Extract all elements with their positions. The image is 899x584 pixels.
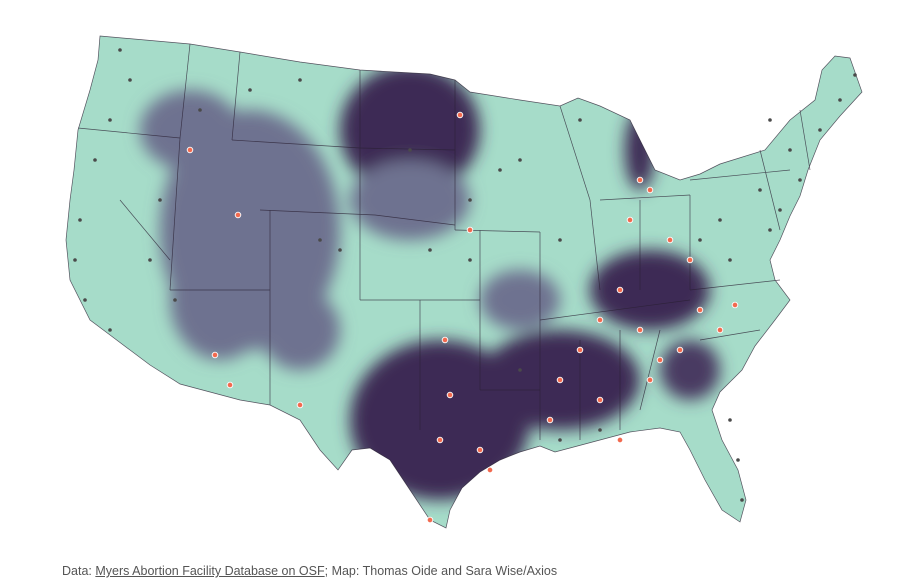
facility-dot xyxy=(408,148,412,152)
facility-dot xyxy=(728,418,732,422)
facility-dot xyxy=(728,258,732,262)
credit-line: Data: Myers Abortion Facility Database o… xyxy=(62,564,557,578)
facility-dot xyxy=(718,218,722,222)
facility-dot xyxy=(818,128,822,132)
data-source-link[interactable]: Myers Abortion Facility Database on OSF xyxy=(95,564,325,578)
choropleth-map xyxy=(65,35,863,529)
facility-dot xyxy=(768,228,772,232)
facility-dot xyxy=(338,248,342,252)
us-map xyxy=(65,35,863,529)
facility-dot-highlighted xyxy=(616,286,624,294)
facility-dot-highlighted xyxy=(696,306,704,314)
credit-prefix: Data: xyxy=(62,564,96,578)
facility-dot-highlighted xyxy=(466,226,474,234)
facility-dot xyxy=(298,78,302,82)
facility-dots-highlighted xyxy=(186,111,739,524)
facility-dot xyxy=(468,258,472,262)
facility-dot xyxy=(768,118,772,122)
facility-dot xyxy=(518,158,522,162)
facility-dot xyxy=(148,258,152,262)
facility-dot xyxy=(698,238,702,242)
facility-dot xyxy=(853,73,857,77)
facility-dot-highlighted xyxy=(636,176,644,184)
facility-dot-highlighted xyxy=(226,381,234,389)
facility-dot xyxy=(318,238,322,242)
facility-dot-highlighted xyxy=(731,301,739,309)
facility-dot-highlighted xyxy=(626,216,634,224)
facility-dot-highlighted xyxy=(476,446,484,454)
facility-dot xyxy=(558,438,562,442)
facility-dot-highlighted xyxy=(646,376,654,384)
facility-dot-highlighted xyxy=(576,346,584,354)
facility-dot-highlighted xyxy=(616,436,624,444)
facility-dot xyxy=(558,238,562,242)
facility-dot-highlighted xyxy=(636,326,644,334)
facility-dot-highlighted xyxy=(456,111,464,119)
facility-dot xyxy=(173,298,177,302)
facility-dot xyxy=(158,198,162,202)
facility-dot-highlighted xyxy=(686,256,694,264)
facility-dot-highlighted xyxy=(296,401,304,409)
facility-dot-highlighted xyxy=(436,436,444,444)
facility-dot xyxy=(108,328,112,332)
facility-dot-highlighted xyxy=(426,516,434,524)
facility-dot xyxy=(128,78,132,82)
facility-dot xyxy=(118,48,122,52)
facility-dot xyxy=(778,208,782,212)
facility-dot xyxy=(93,158,97,162)
facility-dot xyxy=(736,458,740,462)
facility-dot xyxy=(578,118,582,122)
facility-dots xyxy=(73,48,857,502)
facility-dot xyxy=(78,218,82,222)
credit-suffix: ; Map: Thomas Oide and Sara Wise/Axios xyxy=(324,564,558,578)
facility-dot-highlighted xyxy=(186,146,194,154)
facility-dot-highlighted xyxy=(446,391,454,399)
facility-dot-highlighted xyxy=(656,356,664,364)
facility-dot-highlighted xyxy=(596,396,604,404)
facility-dot xyxy=(468,198,472,202)
facility-dot xyxy=(248,88,252,92)
facility-dot-highlighted xyxy=(234,211,242,219)
facility-dot xyxy=(788,148,792,152)
facility-dot xyxy=(498,168,502,172)
facility-dot-highlighted xyxy=(546,416,554,424)
facility-dot xyxy=(598,428,602,432)
facility-dot xyxy=(73,258,77,262)
facility-dot-highlighted xyxy=(486,466,494,474)
density-layer xyxy=(66,36,862,528)
facility-dot-highlighted xyxy=(211,351,219,359)
facility-dot xyxy=(838,98,842,102)
facility-dot xyxy=(198,108,202,112)
facility-dot-highlighted xyxy=(666,236,674,244)
facility-dot xyxy=(108,118,112,122)
facility-dot xyxy=(83,298,87,302)
facility-dot-highlighted xyxy=(716,326,724,334)
facility-dot xyxy=(428,248,432,252)
facility-dot xyxy=(758,188,762,192)
facility-dot-highlighted xyxy=(676,346,684,354)
facility-dot-highlighted xyxy=(646,186,654,194)
facility-dot xyxy=(518,368,522,372)
facility-dot xyxy=(740,498,744,502)
facility-dot-highlighted xyxy=(556,376,564,384)
facility-dot-highlighted xyxy=(596,316,604,324)
facility-dot xyxy=(798,178,802,182)
state-borders xyxy=(65,35,863,529)
facility-dot-highlighted xyxy=(441,336,449,344)
